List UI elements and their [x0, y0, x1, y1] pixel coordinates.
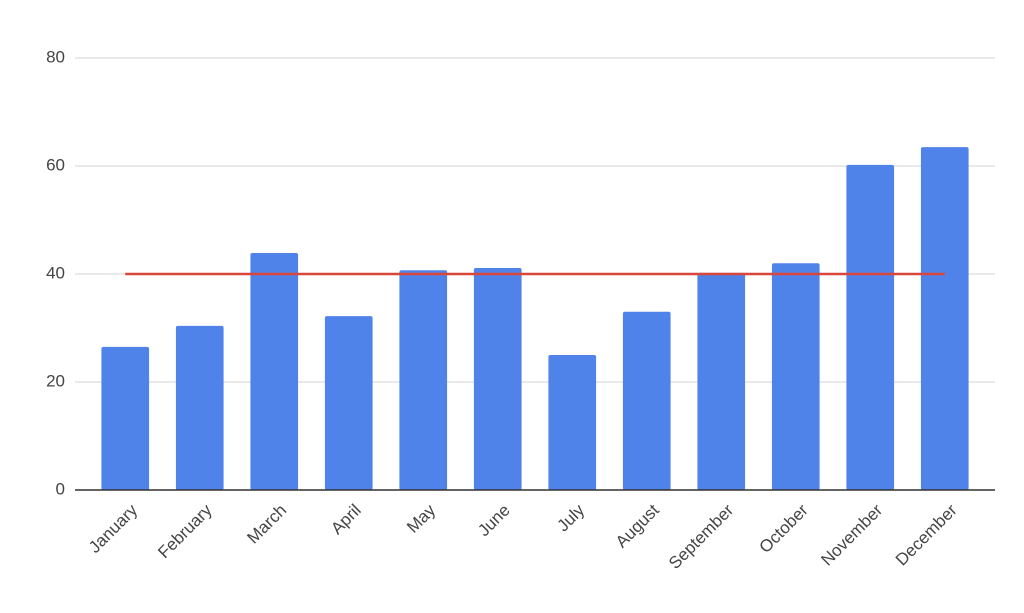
x-tick-label: February: [154, 500, 216, 562]
y-tick-label: 60: [46, 155, 65, 174]
bar: [250, 252, 299, 490]
x-tick-label: August: [612, 500, 663, 551]
bar: [548, 355, 597, 490]
bar: [399, 270, 448, 490]
y-tick-label: 20: [46, 371, 65, 390]
y-tick-label: 40: [46, 263, 65, 282]
bar: [473, 268, 522, 490]
bar: [771, 263, 820, 490]
bar: [622, 311, 671, 490]
y-tick-label: 0: [56, 479, 65, 498]
bar: [920, 147, 969, 490]
bar: [175, 325, 224, 490]
x-tick-label: November: [817, 500, 886, 569]
x-tick-label: January: [85, 500, 142, 557]
y-tick-label: 80: [46, 47, 65, 66]
bar: [846, 164, 895, 491]
bar: [324, 316, 373, 490]
bar: [101, 346, 150, 490]
bar: [697, 272, 746, 490]
x-tick-label: June: [474, 501, 514, 541]
x-tick-label: September: [665, 500, 737, 572]
x-tick-label: May: [403, 500, 439, 536]
x-tick-label: July: [553, 500, 588, 535]
x-tick-label: December: [892, 500, 961, 569]
x-tick-label: October: [756, 500, 812, 556]
x-tick-label: March: [243, 501, 290, 548]
x-tick-label: April: [327, 501, 364, 538]
